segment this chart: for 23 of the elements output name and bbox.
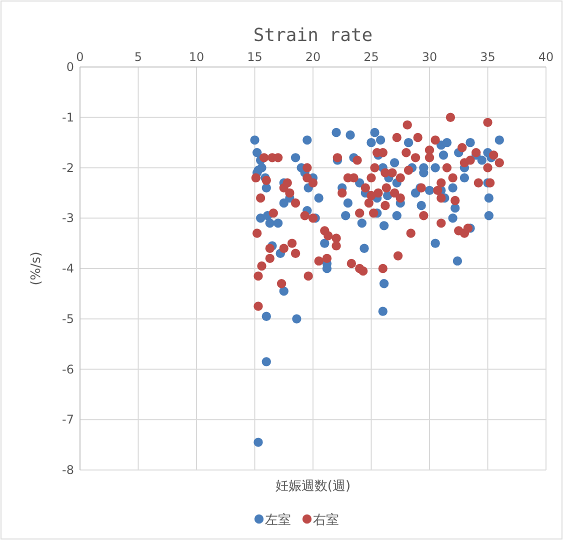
y-tick-label: 0	[66, 60, 74, 74]
x-tick-label: 40	[538, 50, 554, 64]
y-tick-label: -7	[62, 412, 74, 427]
x-tick-label: 0	[76, 50, 84, 64]
chart-title: Strain rate	[253, 25, 373, 46]
y-tick-label: -3	[62, 211, 74, 226]
x-tick-label: 25	[364, 50, 379, 64]
y-tick-label: -4	[62, 262, 74, 276]
x-tick-label: 20	[305, 50, 321, 64]
legend-label: 右室	[313, 512, 339, 528]
x-axis-title: 妊娠週数(週)	[275, 479, 351, 494]
y-tick-label: -2	[62, 160, 74, 175]
legend-label: 左室	[265, 512, 291, 528]
x-tick-label: 15	[247, 50, 262, 64]
x-tick-label: 30	[422, 50, 438, 64]
y-tick-label: -8	[62, 463, 74, 477]
y-tick-label: -1	[62, 110, 74, 124]
y-tick-label: -5	[62, 312, 74, 326]
y-axis-title: (%/s)	[29, 252, 44, 286]
x-tick-label: 5	[134, 50, 142, 64]
y-tick-label: -6	[62, 362, 74, 376]
x-tick-label: 10	[188, 50, 204, 64]
x-tick-label: 35	[480, 50, 496, 64]
